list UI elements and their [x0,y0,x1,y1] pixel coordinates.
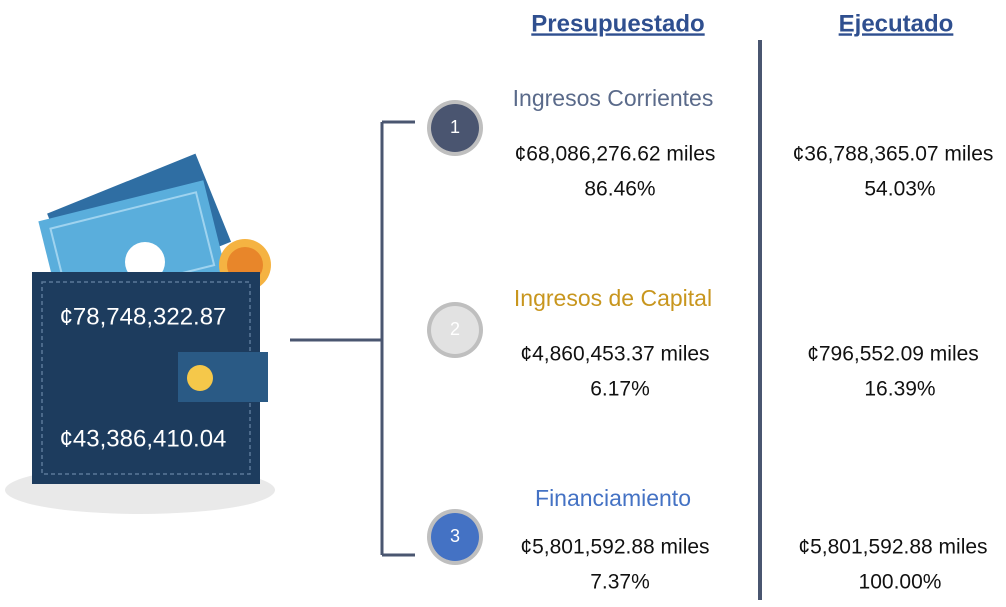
item-label: Financiamiento [535,485,691,511]
header-ejecutado: Ejecutado [839,10,954,37]
ejecutado-pct: 16.39% [864,378,935,401]
wallet-presupuestado: ¢78,748,322.87 [60,303,227,330]
ejecutado-pct: 100.00% [859,571,942,594]
presupuestado-pct: 6.17% [590,378,650,401]
presupuestado-amount: ¢68,086,276.62 miles [515,143,716,166]
ejecutado-amount: ¢36,788,365.07 miles [793,143,994,166]
wallet-icon [5,154,275,514]
item-label: Ingresos de Capital [514,285,712,311]
ejecutado-amount: ¢5,801,592.88 miles [798,536,987,559]
item-label: Ingresos Corrientes [513,85,714,111]
step-number: 2 [450,319,460,339]
header-presupuestado: Presupuestado [531,10,704,37]
presupuestado-pct: 86.46% [584,178,655,201]
wallet-ejecutado: ¢43,386,410.04 [60,425,227,452]
ejecutado-amount: ¢796,552.09 miles [807,343,979,366]
ejecutado-pct: 54.03% [864,178,935,201]
presupuestado-amount: ¢4,860,453.37 miles [520,343,709,366]
step-number: 1 [450,117,460,137]
presupuestado-amount: ¢5,801,592.88 miles [520,536,709,559]
infographic: Presupuestado Ejecutado ¢78,748,322.87 ¢… [0,0,1006,602]
bracket [290,122,415,555]
step-number: 3 [450,526,460,546]
presupuestado-pct: 7.37% [590,571,650,594]
